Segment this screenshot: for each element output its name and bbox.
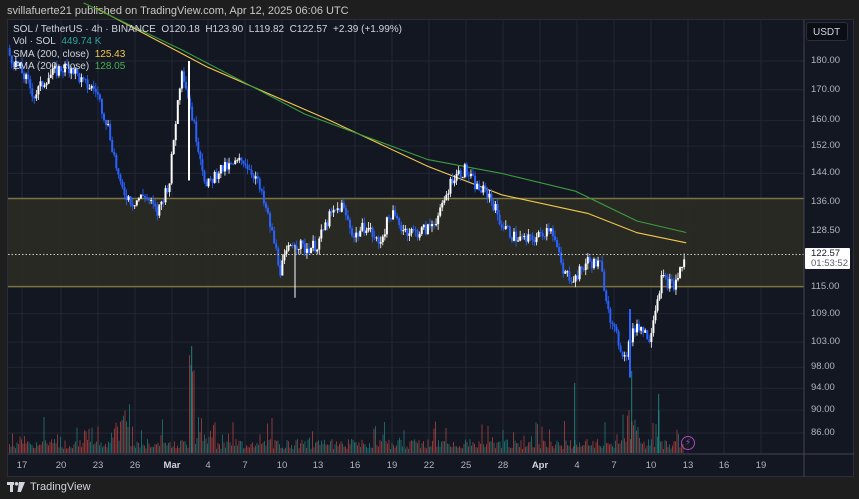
price-axis-label: 180.00 [811,55,841,66]
sma-value: 125.43 [94,48,126,60]
time-axis-label: 7 [242,460,248,471]
time-axis-label: 4 [574,460,580,471]
chart-legend: SOL / TetherUS · 4h · BINANCE O120.18 H1… [13,24,402,73]
time-axis-label: 23 [92,460,104,471]
ema-legend[interactable]: EMA (200, close) 128.05 [13,61,402,73]
time-axis-label: 22 [423,460,435,471]
time-axis-label: 10 [645,460,657,471]
lightning-icon[interactable]: ⚡ [681,436,695,450]
price-axis-label: 94.00 [811,382,835,394]
last-price-tag: 122.57 01:53:52 [805,248,850,269]
time-axis-label: 20 [55,460,67,471]
price-axis-label: 115.00 [811,280,840,292]
sma-legend[interactable]: SMA (200, close) 125.43 [13,49,402,61]
ohlc-close: C122.57 [289,24,328,35]
price-axis-label: 86.00 [811,427,835,438]
price-axis-label: 109.00 [811,307,841,319]
symbol-row[interactable]: SOL / TetherUS · 4h · BINANCE O120.18 H1… [13,24,402,36]
time-axis-label: Apr [531,460,549,471]
time-axis-label: 26 [129,460,141,471]
price-axis-label: 170.00 [811,83,841,95]
sma-label: SMA (200, close) [13,48,90,60]
price-axis-label: 90.00 [811,404,835,416]
tradingview-logo: TradingView [7,481,91,493]
symbol-name: SOL / TetherUS · 4h · BINANCE [13,24,156,35]
time-axis-label: 10 [276,460,288,471]
price-axis-label: 128.50 [811,224,841,236]
bar-countdown: 01:53:52 [811,258,848,269]
ohlc-open: O120.18 [161,24,200,35]
ohlc-change: +2.39 (+1.99%) [333,24,402,35]
time-axis-label: 19 [755,460,767,471]
time-axis-label: 19 [386,460,398,471]
ohlc-high: H123.90 [205,24,244,35]
time-axis-label: 17 [16,460,28,471]
price-axis-label: 144.00 [811,167,841,179]
currency-button[interactable]: USDT [806,22,848,41]
ohlc-low: L119.82 [248,24,285,35]
time-axis-label: 28 [497,460,509,471]
time-axis-label: 13 [682,460,694,471]
volume-label: Vol · SOL [13,36,56,48]
time-axis-label: 13 [312,460,324,471]
time-axis-label: 16 [349,460,361,471]
time-axis-label: 25 [460,460,472,471]
volume-value: 449.74 K [61,36,102,48]
time-axis-label: 4 [205,460,211,471]
price-axis-label: 103.00 [811,336,841,348]
price-axis-label: 136.00 [811,196,841,208]
price-axis-label: 152.00 [811,140,841,152]
brand-name: TradingView [30,481,91,493]
time-axis-label: 7 [611,460,617,471]
time-axis-label: 16 [718,460,730,471]
ema-label: EMA (200, close) [13,60,90,72]
publish-info: svillafuerte21 published on TradingView.… [7,5,349,17]
price-axis-label: 98.00 [811,361,835,373]
tradingview-logo-icon [7,482,25,492]
volume-legend[interactable]: Vol · SOL 449.74 K [13,36,402,48]
price-axis-label: 160.00 [811,114,841,126]
time-axis-label: Mar [163,460,181,471]
ema-value: 128.05 [94,60,126,72]
last-price: 122.57 [811,248,841,259]
